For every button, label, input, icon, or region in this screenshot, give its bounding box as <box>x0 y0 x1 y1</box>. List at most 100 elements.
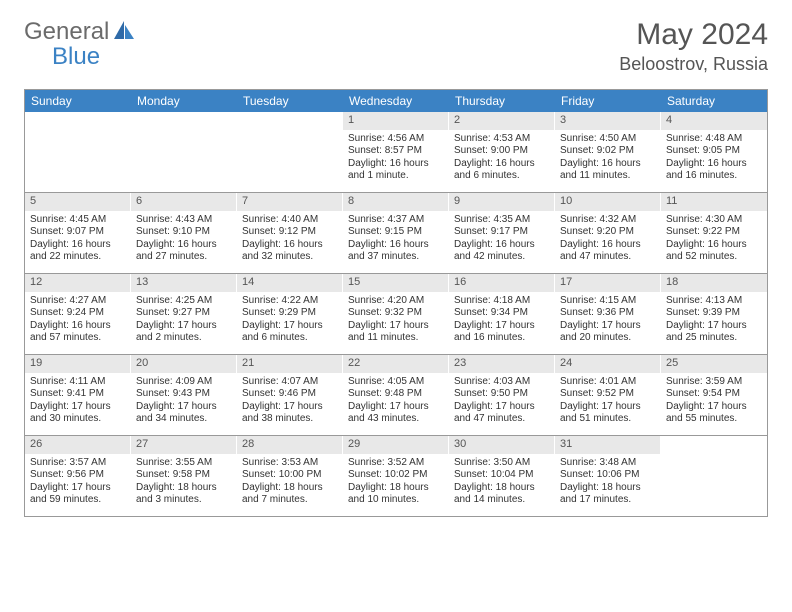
sunrise-text: Sunrise: 4:48 AM <box>666 133 762 146</box>
sunrise-text: Sunrise: 4:15 AM <box>560 295 655 308</box>
sunrise-text: Sunrise: 4:40 AM <box>242 214 337 227</box>
day-body: Sunrise: 3:50 AMSunset: 10:04 PMDaylight… <box>449 457 554 507</box>
sunset-text: Sunset: 9:22 PM <box>666 226 762 239</box>
day-body: Sunrise: 4:27 AMSunset: 9:24 PMDaylight:… <box>25 295 130 345</box>
daylight-text: Daylight: 17 hours and 55 minutes. <box>666 401 762 426</box>
day-cell: 24Sunrise: 4:01 AMSunset: 9:52 PMDayligh… <box>555 355 661 435</box>
sunset-text: Sunset: 9:17 PM <box>454 226 549 239</box>
daylight-text: Daylight: 17 hours and 43 minutes. <box>348 401 443 426</box>
day-number: 14 <box>237 274 342 292</box>
day-body: Sunrise: 4:05 AMSunset: 9:48 PMDaylight:… <box>343 376 448 426</box>
day-number: 19 <box>25 355 130 373</box>
day-number: 15 <box>343 274 448 292</box>
day-cell: 12 Sunrise: 4:27 AMSunset: 9:24 PMDayligh… <box>25 274 131 354</box>
daylight-text: Daylight: 16 hours and 32 minutes. <box>242 239 337 264</box>
dow-cell: Tuesday <box>237 90 343 112</box>
day-body: Sunrise: 4:45 AMSunset: 9:07 PMDaylight:… <box>25 214 130 264</box>
logo-text-blue: Blue <box>52 43 100 70</box>
day-cell: 8 Sunrise: 4:37 AMSunset: 9:15 PMDaylight… <box>343 193 449 273</box>
day-number: 23 <box>449 355 554 373</box>
daylight-text: Daylight: 16 hours and 11 minutes. <box>560 158 655 183</box>
logo: General <box>24 18 137 46</box>
dow-cell: Thursday <box>449 90 555 112</box>
sunrise-text: Sunrise: 3:55 AM <box>136 457 231 470</box>
daylight-text: Daylight: 18 hours and 3 minutes. <box>136 482 231 507</box>
day-number: 9 <box>449 193 554 211</box>
daylight-text: Daylight: 17 hours and 25 minutes. <box>666 320 762 345</box>
daylight-text: Daylight: 18 hours and 17 minutes. <box>560 482 655 507</box>
sunrise-text: Sunrise: 4:35 AM <box>454 214 549 227</box>
daylight-text: Daylight: 16 hours and 27 minutes. <box>136 239 231 264</box>
day-body: Sunrise: 4:50 AMSunset: 9:02 PMDaylight:… <box>555 133 660 183</box>
day-cell: 9 Sunrise: 4:35 AMSunset: 9:17 PMDaylight… <box>449 193 555 273</box>
day-body: Sunrise: 4:35 AMSunset: 9:17 PMDaylight:… <box>449 214 554 264</box>
sunrise-text: Sunrise: 4:53 AM <box>454 133 549 146</box>
sunrise-text: Sunrise: 4:07 AM <box>242 376 337 389</box>
daylight-text: Daylight: 16 hours and 42 minutes. <box>454 239 549 264</box>
day-body: Sunrise: 4:53 AMSunset: 9:00 PMDaylight:… <box>449 133 554 183</box>
day-number: 1 <box>343 112 448 130</box>
day-cell: 26 Sunrise: 3:57 AMSunset: 9:56 PMDayligh… <box>25 436 131 516</box>
day-cell: 19Sunrise: 4:11 AMSunset: 9:41 PMDayligh… <box>25 355 131 435</box>
sunrise-text: Sunrise: 4:03 AM <box>454 376 549 389</box>
day-body: Sunrise: 4:20 AMSunset: 9:32 PMDaylight:… <box>343 295 448 345</box>
day-number: 5 <box>25 193 130 211</box>
daylight-text: Daylight: 16 hours and 6 minutes. <box>454 158 549 183</box>
sunrise-text: Sunrise: 4:56 AM <box>348 133 443 146</box>
day-cell-empty <box>237 112 343 192</box>
sunrise-text: Sunrise: 3:48 AM <box>560 457 655 470</box>
daylight-text: Daylight: 17 hours and 30 minutes. <box>30 401 125 426</box>
daylight-text: Daylight: 16 hours and 1 minute. <box>348 158 443 183</box>
logo-text-general: General <box>24 18 109 46</box>
daylight-text: Daylight: 18 hours and 10 minutes. <box>348 482 443 507</box>
day-number: 8 <box>343 193 448 211</box>
day-body: Sunrise: 3:52 AMSunset: 10:02 PMDaylight… <box>343 457 448 507</box>
day-cell: 15 Sunrise: 4:20 AMSunset: 9:32 PMDayligh… <box>343 274 449 354</box>
daylight-text: Daylight: 16 hours and 22 minutes. <box>30 239 125 264</box>
day-number: 27 <box>131 436 236 454</box>
day-body: Sunrise: 4:01 AMSunset: 9:52 PMDaylight:… <box>555 376 660 426</box>
sunrise-text: Sunrise: 4:20 AM <box>348 295 443 308</box>
sunrise-text: Sunrise: 4:13 AM <box>666 295 762 308</box>
day-cell: 16Sunrise: 4:18 AMSunset: 9:34 PMDayligh… <box>449 274 555 354</box>
day-cell: 23Sunrise: 4:03 AMSunset: 9:50 PMDayligh… <box>449 355 555 435</box>
day-number: 26 <box>25 436 130 454</box>
daylight-text: Daylight: 17 hours and 20 minutes. <box>560 320 655 345</box>
sunset-text: Sunset: 9:39 PM <box>666 307 762 320</box>
sunset-text: Sunset: 9:34 PM <box>454 307 549 320</box>
day-body: Sunrise: 4:15 AMSunset: 9:36 PMDaylight:… <box>555 295 660 345</box>
sunrise-text: Sunrise: 3:50 AM <box>454 457 549 470</box>
day-body: Sunrise: 4:22 AMSunset: 9:29 PMDaylight:… <box>237 295 342 345</box>
sunrise-text: Sunrise: 4:18 AM <box>454 295 549 308</box>
day-body: Sunrise: 4:25 AMSunset: 9:27 PMDaylight:… <box>131 295 236 345</box>
day-body: Sunrise: 4:48 AMSunset: 9:05 PMDaylight:… <box>661 133 767 183</box>
sunrise-text: Sunrise: 4:22 AM <box>242 295 337 308</box>
sunrise-text: Sunrise: 3:57 AM <box>30 457 125 470</box>
day-cell: 21Sunrise: 4:07 AMSunset: 9:46 PMDayligh… <box>237 355 343 435</box>
week-row: 12 Sunrise: 4:27 AMSunset: 9:24 PMDayligh… <box>25 274 767 355</box>
sunset-text: Sunset: 9:05 PM <box>666 145 762 158</box>
day-number: 22 <box>343 355 448 373</box>
sunset-text: Sunset: 9:56 PM <box>30 469 125 482</box>
sunset-text: Sunset: 9:15 PM <box>348 226 443 239</box>
day-body: Sunrise: 4:37 AMSunset: 9:15 PMDaylight:… <box>343 214 448 264</box>
sunrise-text: Sunrise: 4:01 AM <box>560 376 655 389</box>
day-cell: 2Sunrise: 4:53 AMSunset: 9:00 PMDaylight… <box>449 112 555 192</box>
day-cell: 27Sunrise: 3:55 AMSunset: 9:58 PMDayligh… <box>131 436 237 516</box>
day-number: 13 <box>131 274 236 292</box>
sunset-text: Sunset: 9:00 PM <box>454 145 549 158</box>
daylight-text: Daylight: 17 hours and 38 minutes. <box>242 401 337 426</box>
day-body: Sunrise: 4:30 AMSunset: 9:22 PMDaylight:… <box>661 214 767 264</box>
daylight-text: Daylight: 16 hours and 37 minutes. <box>348 239 443 264</box>
sunset-text: Sunset: 9:48 PM <box>348 388 443 401</box>
daylight-text: Daylight: 18 hours and 14 minutes. <box>454 482 549 507</box>
sunset-text: Sunset: 10:02 PM <box>348 469 443 482</box>
daylight-text: Daylight: 17 hours and 59 minutes. <box>30 482 125 507</box>
sunset-text: Sunset: 9:41 PM <box>30 388 125 401</box>
sunset-text: Sunset: 9:07 PM <box>30 226 125 239</box>
day-number: 11 <box>661 193 767 211</box>
day-number: 20 <box>131 355 236 373</box>
day-cell: 11 Sunrise: 4:30 AMSunset: 9:22 PMDayligh… <box>661 193 767 273</box>
page: General May 2024 Beloostrov, Russia Blue… <box>0 0 792 527</box>
day-number: 12 <box>25 274 130 292</box>
